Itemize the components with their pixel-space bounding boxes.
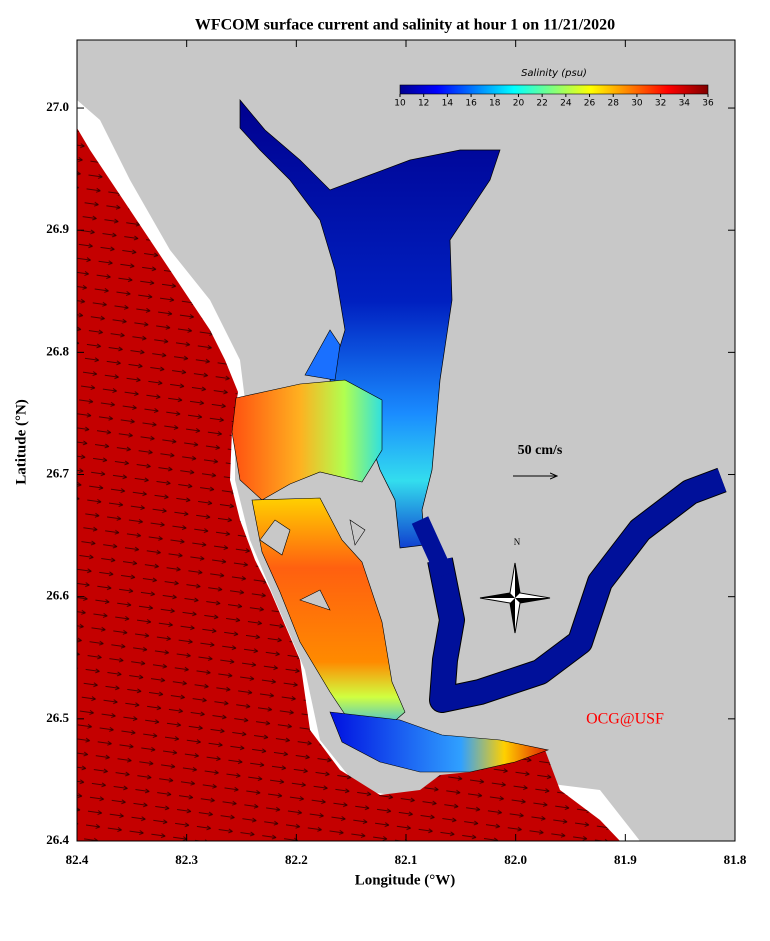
title: WFCOM surface current and salinity at ho… [195, 17, 615, 34]
y-tick-label: 26.4 [46, 832, 69, 847]
map-body [77, 40, 735, 841]
gulf [77, 128, 620, 841]
y-tick-label: 27.0 [46, 99, 69, 114]
colorbar-tick-label: 36 [702, 99, 714, 109]
colorbar-tick-label: 28 [608, 99, 620, 109]
colorbar-tick-label: 16 [465, 99, 477, 109]
y-tick-label: 26.5 [46, 710, 69, 725]
y-tick-label: 26.9 [46, 221, 69, 236]
san-carlos-bay [329, 711, 550, 773]
caloosahatchee-river [428, 468, 727, 712]
y-tick-label: 26.8 [46, 343, 69, 358]
colorbar-tick-label: 14 [442, 99, 454, 109]
colorbar-tick-label: 22 [536, 99, 547, 109]
scale-label: 50 cm/s [518, 443, 563, 458]
colorbar-tick-label: 26 [584, 99, 596, 109]
north-label: N [514, 537, 521, 547]
colorbar-tick-label: 32 [655, 99, 666, 109]
y-axis-label: Latitude (°N) [13, 399, 29, 485]
x-tick-label: 82.2 [285, 852, 308, 867]
harbor-arm [304, 329, 341, 381]
credit: OCG@USF [586, 711, 664, 728]
current-vectors [77, 128, 620, 841]
x-tick-label: 82.3 [175, 852, 198, 867]
x-axis-label: Longitude (°W) [355, 872, 456, 888]
colorbar-tick-label: 20 [513, 99, 525, 109]
compass-fill [480, 563, 550, 633]
y-tick-label: 26.7 [46, 466, 69, 481]
colorbar-tick-label: 12 [418, 99, 429, 109]
x-tick-label: 81.9 [614, 852, 637, 867]
colorbar-tick-label: 34 [679, 99, 691, 109]
islands [259, 519, 366, 611]
colorbar-tick-label: 24 [560, 99, 572, 109]
x-tick-label: 81.8 [724, 852, 747, 867]
colorbar [399, 84, 709, 95]
river-link [411, 516, 454, 579]
colorbar-tick-label: 18 [489, 99, 501, 109]
x-tick-label: 82.0 [504, 852, 527, 867]
bay-mouth [231, 379, 383, 501]
colorbar-label: Salinity (psu) [521, 68, 587, 79]
x-tick-label: 82.4 [66, 852, 89, 867]
colorbar-tick-label: 10 [394, 99, 406, 109]
x-tick-label: 82.1 [395, 852, 418, 867]
colorbar-tick-label: 30 [631, 99, 643, 109]
y-tick-label: 26.6 [46, 588, 69, 603]
